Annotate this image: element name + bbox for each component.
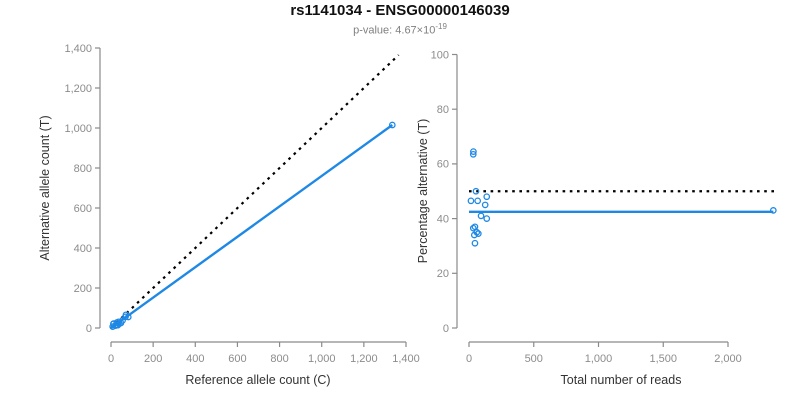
left-scatter-point [114, 321, 122, 329]
left-x-axis-title: Reference allele count (C) [185, 373, 330, 387]
left-x-tick-label: 600 [228, 353, 246, 365]
left-y-tick-label: 1,400 [64, 43, 92, 55]
right-scatter-point [471, 239, 479, 247]
left-scatter-point [124, 313, 132, 321]
right-scatter-point [469, 224, 477, 232]
right-y-tick-label: 80 [437, 104, 449, 116]
right-x-tick-label: 500 [525, 353, 543, 365]
right-y-tick-label: 60 [437, 159, 449, 171]
right-y-tick-label: 40 [437, 213, 449, 225]
right-scatter-point [467, 197, 475, 205]
right-scatter-point [470, 148, 477, 155]
left-y-tick-label: 1,200 [64, 83, 92, 95]
left-y-tick-label: 400 [74, 243, 92, 255]
right-y-tick-label: 0 [443, 323, 449, 335]
left-y-tick-label: 0 [86, 323, 92, 335]
right-y-axis-title: Percentage alternative (T) [416, 119, 430, 264]
pvalue-text: p-value: 4.67×10 [353, 24, 436, 37]
identity-line [110, 54, 400, 329]
left-x-tick-label: 0 [108, 353, 114, 365]
left-y-tick-label: 600 [74, 203, 92, 215]
right-scatter-point [472, 187, 480, 195]
right-x-tick-label: 2,000 [714, 353, 742, 365]
figure-header: rs1141034 - ENSG00000146039 p-value: 4.6… [0, 2, 800, 38]
left-y-tick-label: 1,000 [64, 123, 92, 135]
fit-line [110, 124, 394, 329]
right-x-axis-title: Total number of reads [561, 373, 682, 387]
right-scatter-point [477, 212, 485, 220]
right-x-tick-label: 1,000 [585, 353, 613, 365]
right-scatter-point [474, 197, 482, 205]
left-scatter-point [388, 121, 396, 129]
left-x-tick-label: 1,400 [392, 353, 420, 365]
right-scatter-point [470, 231, 478, 239]
left-plot: 0 200 400 600 800 1,000 1,200 1,400 0 200 400 600 80… [38, 43, 420, 387]
left-x-tick-label: 200 [144, 353, 162, 365]
right-y-tick-label: 20 [437, 268, 449, 280]
pvalue-exponent: -19 [435, 22, 447, 31]
right-scatter-point [483, 215, 491, 222]
right-scatter-point [469, 150, 477, 158]
right-x-tick-label: 0 [466, 353, 472, 365]
figure-subtitle: p-value: 4.67×10-19 [0, 20, 800, 38]
left-y-tick-label: 800 [74, 163, 92, 175]
right-x-tick-label: 1,500 [649, 353, 677, 365]
right-scatter-point [769, 207, 777, 214]
left-x-tick-label: 1,200 [350, 353, 378, 365]
left-y-axis-title: Alternative allele count (T) [38, 115, 52, 260]
right-plot: 0 20 40 60 80 100 0 500 1,000 1,500 2,000 Total num… [416, 49, 777, 387]
right-scatter-point [474, 230, 482, 237]
left-y-tick-label: 200 [74, 283, 92, 295]
right-y-tick-label: 100 [431, 49, 449, 61]
left-x-tick-label: 400 [186, 353, 204, 365]
right-scatter-point [481, 201, 489, 209]
right-scatter-point [483, 193, 491, 201]
left-x-tick-label: 800 [270, 353, 288, 365]
left-x-tick-label: 1,000 [308, 353, 336, 365]
figure-title: rs1141034 - ENSG00000146039 [290, 2, 510, 19]
